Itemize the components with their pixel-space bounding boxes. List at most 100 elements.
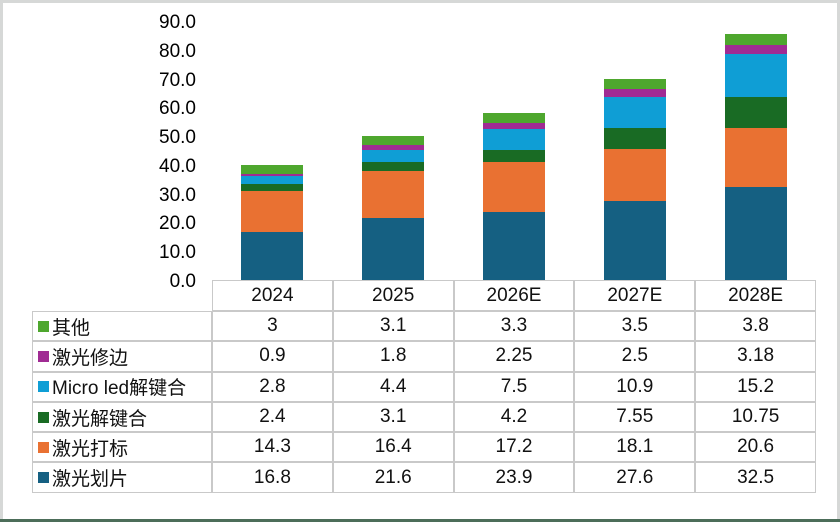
bar-segment: [483, 122, 545, 130]
table-value-cell: 17.2: [453, 432, 575, 463]
y-axis-tick-label: 0.0: [169, 271, 196, 292]
table-corner-spacer: [32, 280, 212, 311]
table-row-label: Micro led解键合: [32, 371, 212, 402]
data-table: 2024 2025 2026E 2027E 2028E 其他 3 3.1 3.3 3.5 3.8 激光…: [32, 280, 816, 493]
table-value-cell: 3.1: [332, 311, 454, 342]
table-value-cell: 16.8: [212, 462, 333, 493]
table-header-cell: 2025: [332, 280, 454, 311]
bar-segment: [241, 191, 304, 232]
bar-segment: [241, 165, 304, 174]
bar-segment: [362, 144, 425, 150]
y-axis-tick-label: 90.0: [159, 11, 196, 33]
bar-segment: [362, 171, 425, 219]
table-value-cell: 3: [212, 311, 333, 342]
bar-segment: [603, 127, 666, 150]
legend-swatch: [38, 320, 49, 332]
table-value-cell: 2.25: [453, 341, 575, 372]
window-bottom-edge: [0, 519, 840, 522]
legend-swatch: [38, 441, 49, 453]
table-row-label: 激光解键合: [32, 401, 212, 433]
table-header-cell: 2026E: [453, 280, 575, 311]
bar-segment: [724, 128, 787, 188]
legend-swatch: [38, 472, 49, 484]
table-value-cell: 1.8: [332, 341, 454, 372]
legend-swatch: [38, 381, 49, 393]
table-header-cell: 2024: [212, 280, 333, 311]
bar-segment: [603, 149, 666, 202]
bar-segment: [724, 53, 787, 98]
table-value-cell: 4.2: [453, 401, 575, 433]
y-axis-tick-label: 70.0: [159, 69, 196, 91]
bar-segment: [241, 184, 304, 192]
table-value-cell: 3.8: [695, 311, 816, 342]
table-row-label: 其他: [32, 311, 212, 342]
table-value-cell: 18.1: [574, 432, 696, 463]
table-value-cell: 20.6: [695, 432, 816, 463]
table-value-cell: 3.1: [332, 401, 454, 433]
table-value-cell: 10.9: [574, 371, 696, 402]
table-row-label: 激光修边: [32, 341, 212, 372]
stacked-bar-2024: [241, 165, 304, 280]
stacked-bar-2028E: [724, 34, 787, 280]
table-row-label: 激光划片: [32, 462, 212, 493]
stacked-bar-2027E: [603, 79, 666, 280]
table-value-cell: 15.2: [695, 371, 816, 402]
table-value-cell: 3.5: [574, 311, 696, 342]
y-axis-tick-label: 20.0: [159, 213, 196, 235]
series-label: Micro led解键合: [52, 378, 187, 400]
bar-segment: [362, 135, 425, 145]
table-value-cell: 7.55: [574, 401, 696, 433]
table-header-cell: 2028E: [695, 280, 816, 311]
bar-segment: [483, 113, 545, 123]
bar-segment: [603, 79, 666, 90]
y-axis-tick-label: 60.0: [159, 98, 196, 120]
table-value-cell: 10.75: [695, 401, 816, 433]
legend-swatch: [38, 350, 49, 362]
bar-segment: [241, 231, 304, 280]
stacked-bar-2026E: [483, 113, 545, 280]
bar-segment: [483, 150, 545, 163]
bar-segment: [603, 201, 666, 280]
series-label: 其他: [52, 317, 91, 339]
table-value-cell: 7.5: [453, 371, 575, 402]
y-axis-tick-label: 40.0: [159, 155, 196, 177]
bar-segment: [724, 97, 787, 129]
table-value-cell: 32.5: [695, 462, 816, 493]
bar-segment: [362, 149, 425, 163]
legend-swatch: [38, 411, 49, 423]
y-axis-tick-label: 10.0: [159, 242, 196, 264]
table-value-cell: 4.4: [332, 371, 454, 402]
y-axis-tick-label: 50.0: [159, 127, 196, 149]
bar-segment: [241, 173, 304, 177]
table-value-cell: 21.6: [332, 462, 454, 493]
stacked-bar-2025: [362, 135, 425, 280]
bar-segment: [483, 211, 545, 280]
table-value-cell: 23.9: [453, 462, 575, 493]
table-value-cell: 2.5: [574, 341, 696, 372]
y-axis-tick-label: 30.0: [159, 184, 196, 206]
bar-segment: [603, 89, 666, 97]
bar-segment: [362, 162, 425, 172]
series-label: 激光划片: [52, 469, 129, 491]
bar-segment: [483, 129, 545, 151]
bar-segment: [362, 218, 425, 280]
table-value-cell: 0.9: [212, 341, 333, 372]
table-value-cell: 2.4: [212, 401, 333, 433]
y-axis-tick-label: 80.0: [159, 40, 196, 62]
table-value-cell: 16.4: [332, 432, 454, 463]
table-value-cell: 3.18: [695, 341, 816, 372]
bar-segment: [603, 96, 666, 128]
series-label: 激光解键合: [52, 408, 148, 430]
table-value-cell: 14.3: [212, 432, 333, 463]
table-row-label: 激光打标: [32, 432, 212, 463]
bar-segment: [724, 187, 787, 280]
table-value-cell: 2.8: [212, 371, 333, 402]
series-label: 激光打标: [52, 438, 129, 460]
bar-segment: [483, 162, 545, 212]
table-header-cell: 2027E: [574, 280, 696, 311]
bar-segment: [724, 34, 787, 45]
table-value-cell: 3.3: [453, 311, 575, 342]
bar-segment: [724, 44, 787, 54]
table-value-cell: 27.6: [574, 462, 696, 493]
